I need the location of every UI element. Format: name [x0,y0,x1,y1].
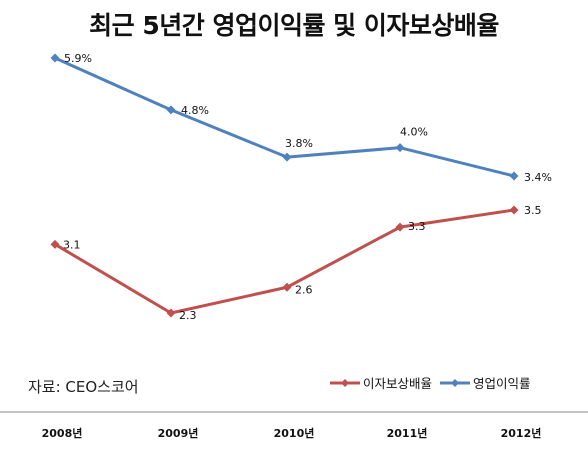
data-label-1-1: 4.8% [181,104,209,117]
data-label-0-3: 3.3 [408,220,426,233]
x-tick-label-0: 2008년 [42,426,83,440]
legend-label-0: 이자보상배율 [363,376,432,391]
legend-label-1: 영업이익률 [473,376,531,391]
data-point-1-3 [395,143,405,153]
data-point-1-4 [509,171,519,181]
data-label-1-4: 3.4% [524,171,552,184]
data-label-1-3: 4.0% [400,126,428,139]
data-point-1-1 [166,105,176,115]
series-line-0 [54,208,515,315]
data-label-0-2: 2.6 [295,283,313,296]
data-point-0-0 [50,239,60,249]
x-tick-label-3: 2011년 [387,426,428,440]
x-tick-label-1: 2009년 [158,426,199,440]
data-point-1-2 [282,152,292,162]
data-point-1-0 [50,53,60,63]
data-label-0-0: 3.1 [63,238,81,251]
source-note: 자료: CEO스코어 [28,378,139,396]
data-point-0-1 [166,308,176,318]
chart-title: 최근 5년간 영업이익률 및 이자보상배율 [89,11,499,40]
data-point-0-2 [282,282,292,292]
data-point-0-3 [395,222,405,232]
data-label-0-4: 3.5 [524,204,542,217]
data-label-1-2: 3.8% [285,137,313,150]
x-tick-label-4: 2012년 [501,426,542,440]
legend-marker-0 [341,379,349,387]
data-label-0-1: 2.3 [179,309,197,322]
x-tick-label-2: 2010년 [274,426,315,440]
data-point-0-4 [509,205,519,215]
data-label-1-0: 5.9% [64,52,92,65]
legend-marker-1 [451,379,459,387]
